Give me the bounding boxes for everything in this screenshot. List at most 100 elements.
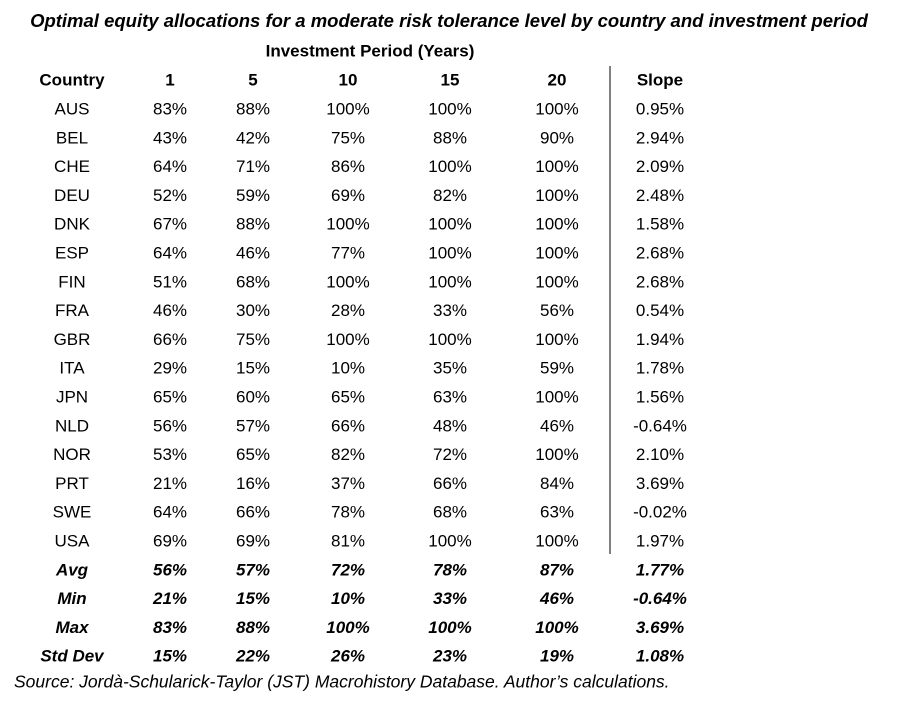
value-cell: 0.95%	[636, 99, 684, 118]
summary-cell: 22%	[235, 647, 270, 666]
value-cell: 59%	[236, 186, 270, 205]
value-cell: 30%	[236, 301, 270, 320]
country-cell: ESP	[55, 243, 89, 262]
value-cell: 67%	[153, 215, 187, 234]
value-cell: 43%	[153, 128, 187, 147]
summary-cell: 56%	[153, 560, 187, 579]
summary-cell: 100%	[428, 618, 471, 637]
value-cell: 88%	[236, 215, 270, 234]
value-cell: 10%	[331, 359, 365, 378]
value-cell: 82%	[331, 445, 365, 464]
summary-cell: 19%	[540, 647, 574, 666]
value-cell: 42%	[236, 128, 270, 147]
value-cell: 100%	[428, 330, 471, 349]
value-cell: 82%	[433, 186, 467, 205]
value-cell: 100%	[535, 99, 578, 118]
value-cell: 16%	[236, 474, 270, 493]
summary-cell: 100%	[326, 618, 369, 637]
summary-cell: 1.77%	[636, 560, 684, 579]
value-cell: 2.68%	[636, 243, 684, 262]
header-cell: 10	[339, 70, 358, 89]
value-cell: 77%	[331, 243, 365, 262]
value-cell: 2.10%	[636, 445, 684, 464]
value-cell: 69%	[331, 186, 365, 205]
country-cell: DEU	[54, 186, 90, 205]
value-cell: 57%	[236, 416, 270, 435]
summary-label: Min	[57, 589, 86, 608]
country-cell: GBR	[54, 330, 91, 349]
summary-label: Max	[55, 618, 90, 637]
value-cell: 46%	[540, 416, 574, 435]
value-cell: 100%	[535, 531, 578, 550]
value-cell: 69%	[153, 531, 187, 550]
source: Source: Jordà-Schularick-Taylor (JST) Ma…	[14, 672, 670, 692]
summary-cell: 87%	[540, 560, 574, 579]
country-cell: NOR	[53, 445, 91, 464]
value-cell: 100%	[535, 243, 578, 262]
value-cell: 2.68%	[636, 272, 684, 291]
value-cell: 64%	[153, 243, 187, 262]
summary-cell: 72%	[331, 560, 365, 579]
value-cell: 66%	[433, 474, 467, 493]
value-cell: 100%	[326, 99, 369, 118]
value-cell: 100%	[535, 330, 578, 349]
value-cell: 37%	[331, 474, 365, 493]
value-cell: 100%	[428, 531, 471, 550]
summary-cell: 33%	[433, 589, 467, 608]
country-cell: SWE	[53, 503, 92, 522]
value-cell: 83%	[153, 99, 187, 118]
country-cell: BEL	[56, 128, 88, 147]
value-cell: 100%	[326, 272, 369, 291]
value-cell: 81%	[331, 531, 365, 550]
value-cell: 65%	[236, 445, 270, 464]
country-cell: USA	[55, 531, 91, 550]
value-cell: 0.54%	[636, 301, 684, 320]
value-cell: 46%	[153, 301, 187, 320]
value-cell: 1.94%	[636, 330, 684, 349]
summary-cell: -0.64%	[633, 589, 687, 608]
value-cell: 2.48%	[636, 186, 684, 205]
title: Optimal equity allocations for a moderat…	[30, 10, 869, 31]
value-cell: 33%	[433, 301, 467, 320]
value-cell: 46%	[236, 243, 270, 262]
value-cell: 64%	[153, 503, 187, 522]
value-cell: 90%	[540, 128, 574, 147]
value-cell: 28%	[331, 301, 365, 320]
value-cell: 65%	[331, 387, 365, 406]
summary-cell: 78%	[433, 560, 467, 579]
summary-cell: 26%	[330, 647, 365, 666]
value-cell: 64%	[153, 157, 187, 176]
summary-cell: 21%	[152, 589, 187, 608]
header-cell: Slope	[637, 70, 683, 89]
header-cell: 20	[548, 70, 567, 89]
value-cell: 100%	[535, 186, 578, 205]
header-cell: 15	[441, 70, 460, 89]
value-cell: 100%	[428, 157, 471, 176]
value-cell: 3.69%	[636, 474, 684, 493]
summary-cell: 15%	[153, 647, 187, 666]
value-cell: 100%	[326, 215, 369, 234]
value-cell: 75%	[236, 330, 270, 349]
value-cell: 66%	[236, 503, 270, 522]
value-cell: 100%	[326, 330, 369, 349]
value-cell: 29%	[153, 359, 187, 378]
summary-label: Std Dev	[40, 647, 105, 666]
value-cell: 66%	[153, 330, 187, 349]
value-cell: 63%	[540, 503, 574, 522]
value-cell: 100%	[535, 157, 578, 176]
summary-cell: 83%	[153, 618, 187, 637]
header-cell: Country	[39, 70, 105, 89]
country-cell: AUS	[55, 99, 90, 118]
value-cell: 100%	[428, 99, 471, 118]
value-cell: 68%	[433, 503, 467, 522]
summary-cell: 46%	[539, 589, 574, 608]
value-cell: 100%	[428, 272, 471, 291]
value-cell: 1.97%	[636, 531, 684, 550]
value-cell: 75%	[331, 128, 365, 147]
country-cell: FRA	[55, 301, 90, 320]
summary-cell: 88%	[236, 618, 270, 637]
value-cell: 69%	[236, 531, 270, 550]
value-cell: 88%	[433, 128, 467, 147]
